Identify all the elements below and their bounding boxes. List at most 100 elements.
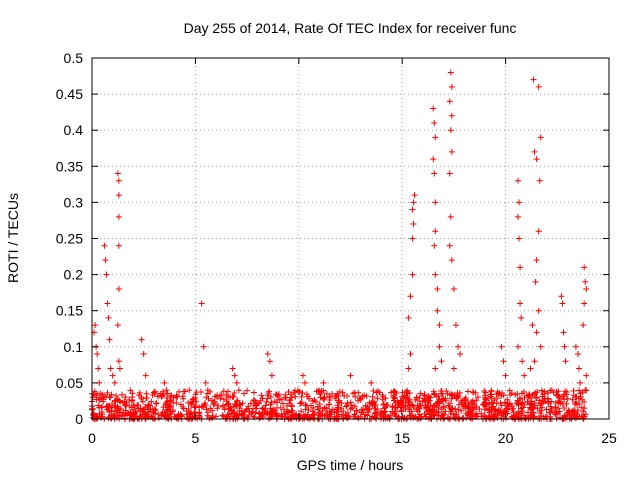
baseline-point	[451, 391, 458, 398]
baseline-point	[234, 397, 241, 404]
baseline-point	[578, 404, 585, 411]
y-tick-label: 0.15	[56, 303, 83, 319]
data-point	[111, 379, 118, 386]
baseline-point	[189, 396, 196, 403]
baseline-point	[486, 409, 493, 416]
baseline-point	[374, 406, 381, 413]
data-point	[535, 307, 542, 314]
baseline-point	[399, 389, 406, 396]
baseline-point	[575, 395, 582, 402]
baseline-point	[237, 401, 244, 408]
data-point	[407, 351, 414, 358]
baseline-point	[262, 409, 269, 416]
baseline-point	[527, 400, 534, 407]
baseline-point	[227, 404, 234, 411]
baseline-point	[520, 389, 527, 396]
baseline-point	[443, 388, 450, 395]
data-point	[436, 322, 443, 329]
baseline-point	[369, 413, 376, 420]
baseline-point	[258, 392, 265, 399]
baseline-point	[550, 389, 557, 396]
data-point	[114, 170, 121, 177]
baseline-point	[472, 413, 479, 420]
y-tick-label: 0	[75, 411, 83, 427]
baseline-point	[493, 391, 500, 398]
baseline-point	[298, 399, 305, 406]
baseline-point	[435, 408, 442, 415]
baseline-point	[336, 397, 343, 404]
data-point	[450, 365, 457, 372]
y-tick-label: 0.4	[64, 122, 84, 138]
data-point	[431, 170, 438, 177]
baseline-point	[487, 391, 494, 398]
baseline-point	[164, 404, 171, 411]
baseline-point	[442, 395, 449, 402]
baseline-point	[360, 409, 367, 416]
data-point	[430, 105, 437, 112]
data-point	[106, 336, 113, 343]
baseline-point	[373, 389, 380, 396]
baseline-point	[390, 387, 397, 394]
data-point	[535, 83, 542, 90]
baseline-point	[225, 400, 232, 407]
baseline-point	[518, 410, 525, 417]
baseline-point	[250, 389, 257, 396]
baseline-point	[92, 391, 99, 398]
data-point	[105, 314, 112, 321]
baseline-point	[361, 415, 368, 422]
baseline-point	[179, 393, 186, 400]
baseline-point	[307, 414, 314, 421]
baseline-point	[551, 409, 558, 416]
baseline-point	[233, 402, 240, 409]
baseline-point	[299, 389, 306, 396]
baseline-point	[472, 404, 479, 411]
x-axis-label: GPS time / hours	[297, 457, 404, 473]
baseline-point	[320, 395, 327, 402]
data-point	[94, 351, 101, 358]
baseline-point	[256, 410, 263, 417]
baseline-point	[410, 404, 417, 411]
baseline-point	[317, 411, 324, 418]
data-point	[432, 365, 439, 372]
baseline-point	[543, 406, 550, 413]
baseline-point	[161, 412, 168, 419]
y-axis-label: ROTI / TECUs	[5, 193, 21, 283]
baseline-point	[98, 404, 105, 411]
data-point	[229, 365, 236, 372]
data-point	[583, 286, 590, 293]
baseline-point	[167, 403, 174, 410]
baseline-point	[288, 403, 295, 410]
data-point	[92, 322, 99, 329]
data-point	[95, 365, 102, 372]
baseline-point	[544, 395, 551, 402]
baseline-point	[192, 391, 199, 398]
data-point	[438, 358, 445, 365]
baseline-point	[545, 399, 552, 406]
baseline-point	[497, 399, 504, 406]
baseline-point	[534, 405, 541, 412]
data-points	[89, 69, 590, 422]
data-point	[410, 221, 417, 228]
baseline-point	[105, 402, 112, 409]
baseline-point	[458, 407, 465, 414]
baseline-point	[247, 400, 254, 407]
data-point	[536, 177, 543, 184]
baseline-point	[372, 414, 379, 421]
baseline-point	[93, 396, 100, 403]
baseline-point	[230, 403, 237, 410]
baseline-point	[403, 388, 410, 395]
baseline-point	[173, 399, 180, 406]
y-tick-label: 0.2	[64, 267, 84, 283]
baseline-point	[442, 408, 449, 415]
baseline-point	[335, 408, 342, 415]
baseline-point	[285, 389, 292, 396]
data-point	[107, 365, 114, 372]
data-point	[582, 387, 589, 394]
baseline-point	[389, 408, 396, 415]
baseline-point	[384, 402, 391, 409]
baseline-point	[328, 409, 335, 416]
data-point	[515, 213, 522, 220]
baseline-point	[303, 391, 310, 398]
baseline-point	[236, 407, 243, 414]
baseline-point	[241, 390, 248, 397]
